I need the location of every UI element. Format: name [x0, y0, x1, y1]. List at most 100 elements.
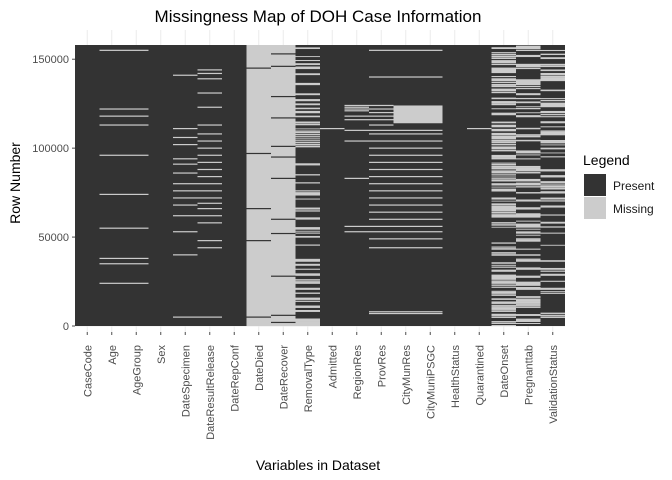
cell-Pregnanttab-missing-band-31 — [516, 199, 541, 202]
cell-DateResultRelease-missing-21 — [197, 72, 222, 75]
cell-DateOnset-missing-band-34 — [491, 214, 516, 216]
cell-CityMuniPSGC-missing-13 — [418, 168, 443, 171]
x-tick-label-RemovalType: RemovalType — [303, 345, 315, 412]
cell-CityMuniPSGC-missing-2 — [418, 247, 443, 249]
cell-ValidationStatus-missing-band-15 — [540, 214, 565, 216]
x-tick-label-Quarantined: Quarantined — [474, 345, 486, 406]
cell-Pregnanttab-missing-band-19 — [516, 248, 541, 250]
x-tick-label-CityMuniPSGC: CityMuniPSGC — [425, 345, 437, 419]
cell-CityMunRes-missing-16 — [393, 147, 418, 149]
cell-Pregnanttab-missing-band-45 — [516, 139, 541, 142]
cell-CityMuniPSGC-missing-6 — [418, 218, 443, 220]
cell-ValidationStatus-missing-band-12 — [540, 232, 565, 234]
cell-ValidationStatus-missing-band-31 — [540, 139, 565, 142]
cell-DateResultRelease-missing-13 — [197, 154, 222, 156]
cell-ProvRes-missing-10 — [369, 190, 394, 192]
cell-DateOnset-missing-band-75 — [491, 91, 516, 94]
cell-AgeGroup-base — [124, 45, 149, 326]
cell-Pregnanttab-missing-band-48 — [516, 127, 541, 130]
cell-RemovalType-missing-band-40 — [295, 131, 320, 134]
cell-RemovalType-missing-band-49 — [295, 99, 320, 102]
cell-Pregnanttab-missing-band-23 — [516, 231, 541, 234]
cell-AgeGroup-missing-0 — [124, 282, 149, 284]
cell-DateSpecimen-missing-1 — [173, 254, 198, 256]
y-tick-label-3: 150000 — [32, 54, 69, 66]
cell-DateResultRelease-missing-8 — [197, 190, 222, 192]
cell-AgeGroup-missing-3 — [124, 227, 149, 229]
cell-CityMunRes-missing-5 — [393, 225, 418, 228]
cell-CityMuniPSGC-missing-20 — [418, 76, 443, 78]
cell-AgeGroup-missing-4 — [124, 193, 149, 195]
cell-Pregnanttab-missing-band-36 — [516, 178, 541, 182]
cell-RegionRes-missing-5 — [344, 119, 369, 121]
cell-RemovalType-base — [295, 45, 320, 326]
cell-DateOnset-missing-band-6 — [491, 307, 516, 310]
cell-DateDied-present-0 — [246, 316, 271, 318]
cell-ValidationStatus-missing-band-51 — [540, 63, 565, 66]
cell-RemovalType-missing-band-22 — [295, 227, 320, 230]
cell-RegionRes-base — [344, 45, 369, 326]
cell-DateOnset-missing-band-0 — [491, 324, 516, 326]
cell-DateResultRelease-missing-15 — [197, 140, 222, 142]
column-DateRepConf — [222, 45, 247, 326]
cell-DateOnset-missing-band-45 — [491, 183, 516, 186]
cell-DateOnset-missing-band-79 — [491, 81, 516, 84]
cell-CityMunRes-missing-6 — [393, 218, 418, 220]
cell-ValidationStatus-missing-band-9 — [540, 267, 565, 270]
cell-RemovalType-missing-band-21 — [295, 230, 320, 232]
cell-ValidationStatus-missing-band-24 — [540, 175, 565, 178]
cell-DateOnset-missing-band-72 — [491, 103, 516, 106]
cell-CityMunRes-missing-20 — [393, 76, 418, 78]
cell-AgeGroup-missing-7 — [124, 115, 149, 117]
cell-DateSpecimen-base — [173, 45, 198, 326]
cell-AgeGroup-missing-6 — [124, 124, 149, 126]
cell-CityMuniPSGC-missing-18 — [418, 133, 443, 135]
cell-RegionRes-missing-1 — [344, 225, 369, 228]
cell-DateOnset-missing-band-62 — [491, 141, 516, 144]
cell-DateSpecimen-missing-3 — [173, 215, 198, 217]
cell-ValidationStatus-missing-band-7 — [540, 273, 565, 276]
legend-label-missing: Missing — [613, 202, 654, 216]
cell-DateOnset-missing-band-85 — [491, 67, 516, 70]
cell-DateResultRelease-missing-10 — [197, 176, 222, 178]
column-RegionRes — [344, 45, 369, 326]
cell-Pregnanttab-missing-band-44 — [516, 150, 541, 152]
cell-RemovalType-missing-band-13 — [295, 273, 320, 276]
cell-Admitted-base — [320, 45, 345, 326]
cell-Pregnanttab-missing-band-14 — [516, 275, 541, 278]
cell-DateOnset-missing-band-76 — [491, 88, 516, 92]
column-DateRecover — [271, 45, 296, 326]
cell-RemovalType-missing-band-5 — [295, 305, 320, 308]
cell-DateSpecimen-missing-2 — [173, 231, 198, 233]
cell-DateOnset-missing-band-54 — [491, 163, 516, 166]
cell-DateSpecimen-missing-5 — [173, 197, 198, 199]
cell-Age-missing-8 — [99, 108, 124, 110]
cell-Pregnanttab-missing-band-56 — [516, 88, 541, 90]
cell-DateOnset-missing-band-23 — [491, 264, 516, 266]
cell-ValidationStatus-missing-band-42 — [540, 100, 565, 102]
cell-CityMunRes-missing-0 — [393, 312, 418, 315]
cell-DateOnset-missing-band-68 — [491, 124, 516, 128]
cell-RemovalType-missing-band-10 — [295, 282, 320, 284]
cell-ValidationStatus-missing-band-4 — [540, 291, 565, 292]
cell-Pregnanttab-missing-band-11 — [516, 286, 541, 288]
cell-Pregnanttab-missing-band-49 — [516, 115, 541, 118]
cell-Pregnanttab-missing-band-50 — [516, 112, 541, 114]
cell-DateOnset-missing-band-92 — [491, 52, 516, 54]
cell-CityMunRes-missing-13 — [393, 168, 418, 171]
cell-DateOnset-missing-band-30 — [491, 226, 516, 228]
cell-DateOnset-missing-band-90 — [491, 55, 516, 58]
cell-RemovalType-missing-band-39 — [295, 134, 320, 136]
cell-RemovalType-missing-band-4 — [295, 310, 320, 312]
cell-ProvRes-missing-12 — [369, 176, 394, 178]
legend: Legend Present Missing — [583, 152, 655, 219]
cell-RemovalType-missing-band-46 — [295, 110, 320, 114]
cell-CityMunRes-missing-3 — [393, 238, 418, 240]
cell-Pregnanttab-missing-band-35 — [516, 182, 541, 184]
x-tick-label-CaseCode: CaseCode — [82, 345, 94, 397]
cell-AgeGroup-missing-1 — [124, 263, 149, 265]
cell-DateOnset-missing-band-80 — [491, 78, 516, 82]
cell-AgeGroup-missing-2 — [124, 257, 149, 260]
cell-DateResultRelease-missing-7 — [197, 197, 222, 199]
